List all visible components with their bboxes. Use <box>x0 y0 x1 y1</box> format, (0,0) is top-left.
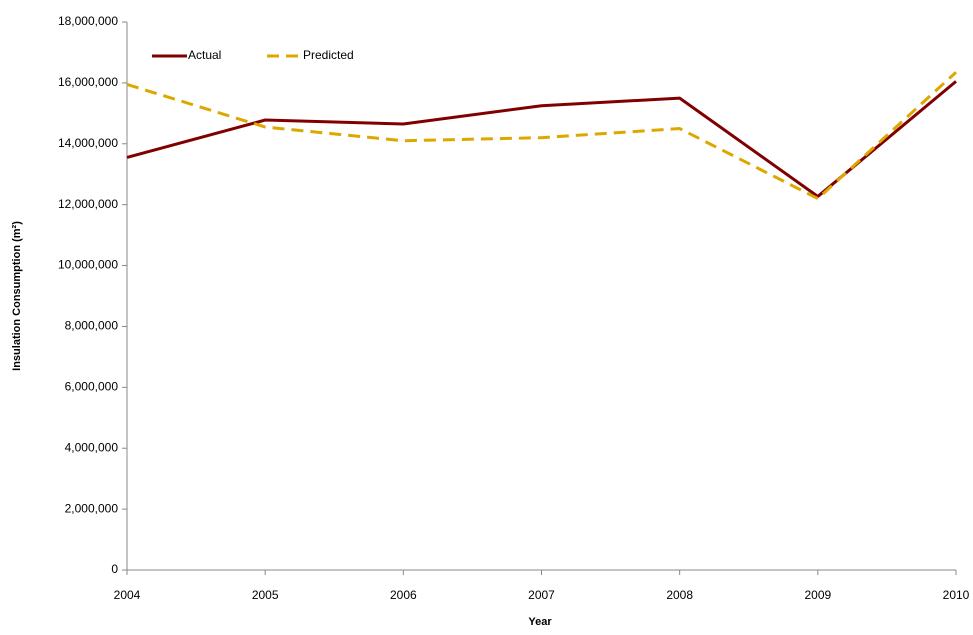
legend-label: Predicted <box>303 48 354 62</box>
x-tick-label: 2010 <box>943 588 970 602</box>
y-tick-label: 4,000,000 <box>65 440 119 454</box>
y-tick-label: 16,000,000 <box>58 75 118 89</box>
x-tick-label: 2008 <box>666 588 693 602</box>
y-tick-label: 0 <box>111 562 118 576</box>
x-tick-label: 2005 <box>252 588 279 602</box>
series-line <box>126 80 957 199</box>
y-tick-label: 12,000,000 <box>58 197 118 211</box>
y-axis-title: Insulation Consumption (m²) <box>11 221 23 371</box>
y-tick-label: 8,000,000 <box>65 319 119 333</box>
x-tick-label: 2004 <box>114 588 141 602</box>
y-tick-label: 18,000,000 <box>58 14 118 28</box>
y-tick-label: 6,000,000 <box>65 380 119 394</box>
x-tick-label: 2009 <box>804 588 831 602</box>
x-axis-title: Year <box>528 616 552 628</box>
x-tick-label: 2006 <box>390 588 417 602</box>
y-tick-label: 14,000,000 <box>58 136 118 150</box>
y-tick-label: 10,000,000 <box>58 258 118 272</box>
legend-label: Actual <box>188 48 221 62</box>
series-line <box>126 71 958 201</box>
y-tick-label: 2,000,000 <box>65 501 119 515</box>
x-tick-label: 2007 <box>528 588 555 602</box>
